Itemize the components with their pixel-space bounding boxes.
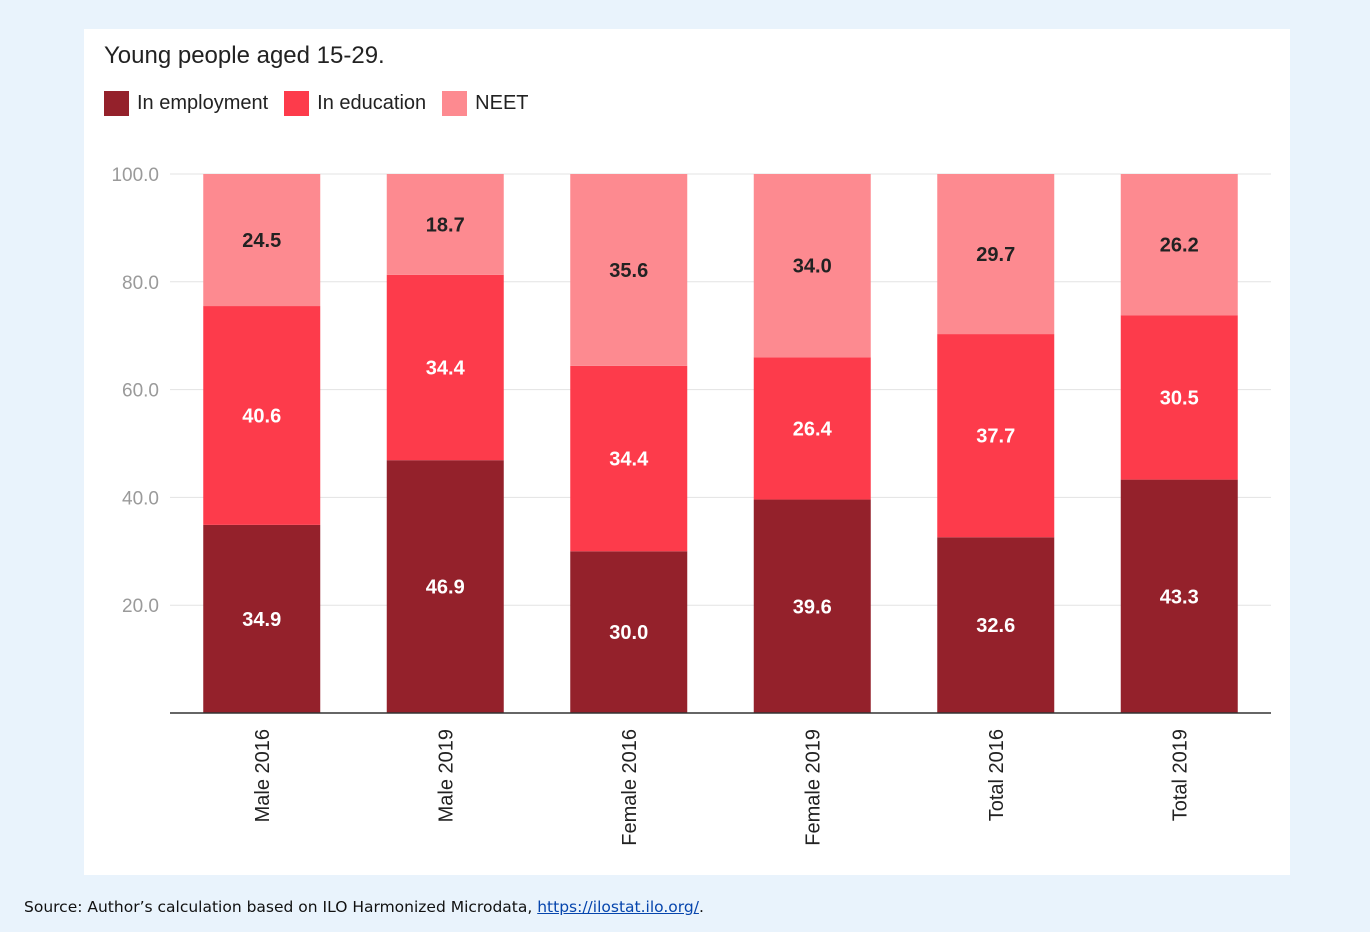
- legend-item-education: In education: [284, 91, 426, 116]
- stacked-bar-chart: 20.0 40.0 60.0 80.0 100.0 34.9 40.6 24.5 Male 20…: [111, 165, 1271, 846]
- bar-segment: [753, 357, 871, 500]
- y-tick-label: 60.0: [122, 381, 159, 402]
- x-tick-label: Female 2016: [619, 729, 641, 846]
- data-label: 46.9: [426, 577, 465, 599]
- source-link[interactable]: https://ilostat.ilo.org/: [537, 898, 699, 916]
- x-tick-label: Total 2016: [986, 729, 1008, 821]
- data-label: 26.2: [1160, 235, 1199, 257]
- data-label: 32.6: [976, 615, 1015, 637]
- bar-segment: [386, 460, 504, 713]
- data-label: 26.4: [793, 418, 833, 440]
- legend-label-employment: In employment: [137, 92, 269, 114]
- legend-item-employment: In employment: [104, 91, 268, 116]
- bar-segment: [570, 174, 688, 366]
- chart-title: Young people aged 15-29.: [104, 42, 385, 69]
- data-label: 34.4: [609, 449, 649, 471]
- bar-segment: [937, 174, 1055, 335]
- bar-segment: [753, 499, 871, 713]
- bar-segment: [203, 524, 321, 713]
- data-label: 35.6: [609, 260, 648, 282]
- legend-label-education: In education: [317, 92, 427, 114]
- bar-segment: [937, 537, 1055, 713]
- chart-panel: Young people aged 15-29. In employment I…: [84, 29, 1290, 875]
- y-tick-label: 40.0: [122, 488, 159, 509]
- y-tick-label: 80.0: [122, 273, 159, 294]
- legend: In employment In education NEET: [104, 91, 545, 116]
- legend-swatch-neet: [442, 91, 468, 116]
- bar-segment: [386, 174, 504, 275]
- bar-segment: [570, 551, 688, 713]
- bar-segment: [570, 365, 688, 552]
- legend-swatch-employment: [104, 91, 129, 116]
- x-tick-label: Total 2019: [1169, 729, 1191, 821]
- data-label: 30.5: [1160, 387, 1199, 409]
- legend-item-neet: NEET: [442, 91, 529, 116]
- data-label: 30.0: [609, 622, 648, 644]
- source-text: Source: Author’s calculation based on IL…: [24, 898, 538, 916]
- x-tick-label: Female 2019: [802, 729, 824, 846]
- bar-segment: [386, 274, 504, 461]
- data-label: 40.6: [242, 405, 281, 427]
- bar-segment: [203, 306, 321, 525]
- bar-segment: [753, 174, 871, 358]
- source-note: Source: Author’s calculation based on IL…: [24, 898, 704, 916]
- bar-segment: [937, 334, 1055, 538]
- y-tick-label: 20.0: [122, 596, 159, 617]
- y-tick-label: 100.0: [111, 165, 159, 186]
- x-tick-label: Male 2016: [252, 729, 274, 822]
- legend-label-neet: NEET: [475, 92, 529, 114]
- data-label: 29.7: [976, 244, 1015, 266]
- data-label: 43.3: [1160, 586, 1199, 608]
- legend-swatch-education: [284, 91, 310, 116]
- source-suffix: .: [698, 898, 704, 916]
- data-label: 34.0: [793, 256, 832, 278]
- bar-segment: [1120, 174, 1238, 316]
- data-label: 37.7: [976, 426, 1015, 448]
- data-label: 34.4: [426, 358, 466, 380]
- bar-segment: [1120, 315, 1238, 480]
- bar-segment: [203, 174, 321, 307]
- data-label: 39.6: [793, 596, 832, 618]
- data-label: 18.7: [426, 214, 465, 236]
- data-label: 24.5: [242, 230, 281, 252]
- bar-segment: [1120, 479, 1238, 713]
- x-tick-label: Male 2019: [435, 729, 457, 822]
- data-label: 34.9: [242, 609, 281, 631]
